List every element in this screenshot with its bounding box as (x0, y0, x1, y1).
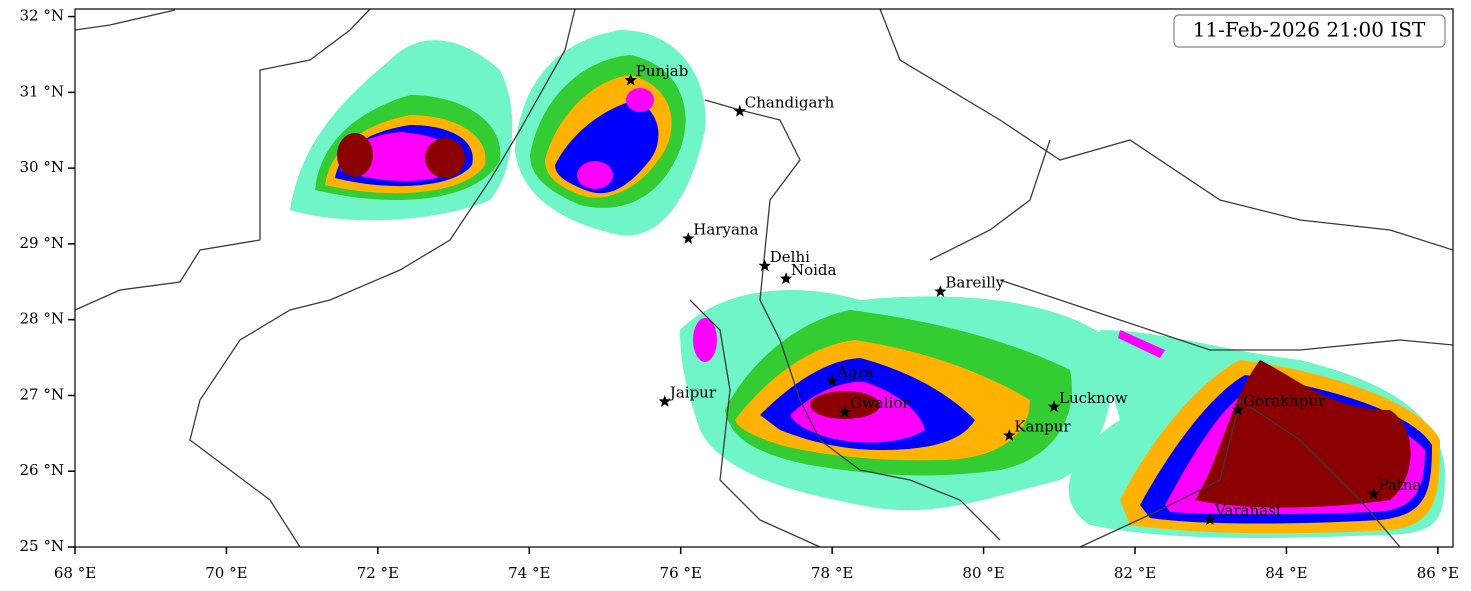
x-tick-label: 74 °E (508, 564, 550, 582)
city-label: Noida (791, 261, 837, 279)
city-marker (758, 259, 771, 272)
city-label: Lucknow (1059, 389, 1128, 407)
rainfall-field (75, 9, 1453, 547)
y-tick-label: 25 °N (20, 537, 64, 555)
plot-frame (74, 8, 1454, 548)
city-marker (1047, 400, 1061, 413)
timestamp: 11-Feb-2026 21:00 IST (1193, 18, 1426, 42)
city-marker (1203, 513, 1217, 525)
y-tick-label: 30 °N (20, 158, 64, 176)
city-marker (779, 272, 793, 284)
x-tick-label: 68 °E (54, 564, 96, 582)
city-label: Gorakhpur (1243, 392, 1326, 410)
city-label: Gwalior (850, 394, 910, 412)
city-label: Punjab (636, 62, 689, 80)
city-marker (1231, 403, 1245, 416)
city-label: Patna (1379, 476, 1422, 494)
city-marker (934, 285, 947, 297)
x-tick-label: 76 °E (660, 564, 702, 582)
rain-extreme (1195, 360, 1411, 508)
x-tick-label: 80 °E (962, 564, 1004, 582)
border (879, 9, 1453, 351)
rain-extreme (425, 138, 465, 178)
rain-intense (693, 318, 717, 362)
y-tick-label: 26 °N (20, 461, 64, 479)
city-marker (624, 73, 637, 86)
border (75, 9, 371, 311)
border (689, 299, 1401, 547)
city-marker (682, 232, 695, 244)
city-label: Varanasi (1214, 502, 1281, 520)
title-box (1173, 14, 1446, 48)
rain-intense (1118, 330, 1165, 358)
city-label: Chandigarh (745, 93, 835, 111)
y-tick-label: 27 °N (20, 385, 64, 403)
rain-intense (626, 88, 654, 112)
city-marker (658, 395, 671, 407)
city-marker (1367, 487, 1380, 500)
city-label: Delhi (770, 248, 810, 266)
rain-extreme (810, 391, 880, 419)
rain-intense (577, 161, 613, 189)
rain-extreme (337, 133, 373, 177)
city-label: Agra (836, 363, 874, 381)
city-label: Haryana (693, 221, 758, 239)
x-tick-label: 78 °E (811, 564, 853, 582)
city-marker (733, 104, 746, 117)
border (189, 9, 576, 547)
y-tick-label: 31 °N (20, 82, 64, 100)
x-tick-label: 70 °E (205, 564, 247, 582)
city-marker (1003, 429, 1016, 441)
city-marker (838, 405, 852, 418)
y-tick-label: 32 °N (20, 7, 64, 25)
y-tick-label: 28 °N (20, 310, 64, 328)
city-label: Jaipur (668, 384, 717, 402)
border (704, 99, 1001, 541)
x-tick-label: 72 °E (357, 564, 399, 582)
y-tick-label: 29 °N (20, 234, 64, 252)
city-label: Kanpur (1014, 418, 1071, 436)
x-tick-label: 84 °E (1265, 564, 1307, 582)
city-label: Bareilly (945, 274, 1004, 292)
axes: 68 °E 70 °E 72 °E 74 °E 76 °E 78 °E 80 °E 82 °E… (20, 7, 1459, 582)
city-marker (826, 374, 839, 387)
x-tick-label: 82 °E (1114, 564, 1156, 582)
x-tick-label: 86 °E (1417, 564, 1459, 582)
